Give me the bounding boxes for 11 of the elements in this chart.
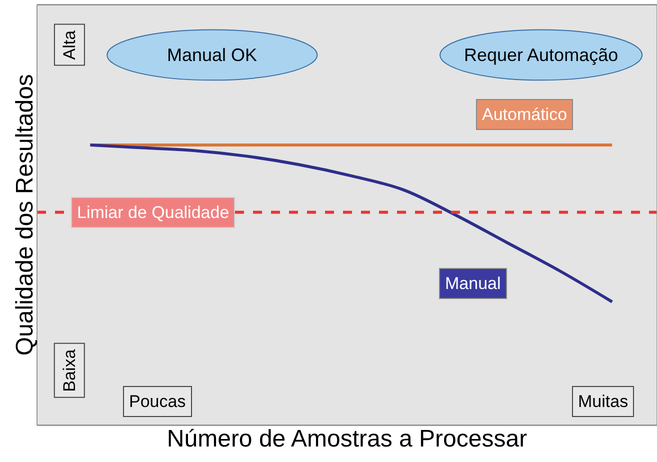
series-label: Manual: [445, 274, 501, 293]
x-axis-title: Número de Amostras a Processar: [166, 425, 528, 452]
y-axis-title: Qualidade dos Resultados: [12, 74, 39, 356]
text: Manual OK: [167, 45, 258, 65]
ref-line-label: Limiar de Qualidade: [77, 203, 230, 222]
annotation: Baixa: [60, 348, 79, 392]
series-label: Automático: [482, 105, 568, 124]
annotation: Muitas: [578, 392, 628, 411]
text: Requer Automação: [464, 45, 618, 65]
text: Alta: [60, 30, 79, 60]
annotation: Poucas: [129, 392, 186, 411]
